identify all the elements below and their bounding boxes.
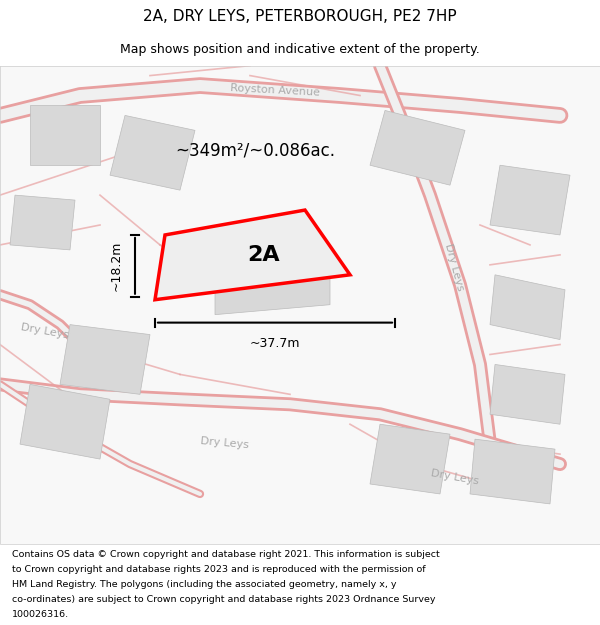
Polygon shape (470, 439, 555, 504)
Text: Dry Leys: Dry Leys (430, 468, 479, 486)
Text: 100026316.: 100026316. (12, 611, 69, 619)
Text: ~37.7m: ~37.7m (250, 336, 300, 349)
Polygon shape (10, 195, 75, 250)
Polygon shape (215, 250, 330, 314)
Text: Dry Leys: Dry Leys (200, 436, 249, 451)
Text: Map shows position and indicative extent of the property.: Map shows position and indicative extent… (120, 42, 480, 56)
Polygon shape (490, 165, 570, 235)
Text: to Crown copyright and database rights 2023 and is reproduced with the permissio: to Crown copyright and database rights 2… (12, 565, 425, 574)
Polygon shape (370, 424, 450, 494)
Text: Royston Avenue: Royston Avenue (230, 82, 320, 98)
Polygon shape (60, 324, 150, 394)
Text: Dry Leys: Dry Leys (20, 322, 69, 340)
Text: Dry Leys: Dry Leys (443, 243, 465, 292)
Polygon shape (490, 364, 565, 424)
Text: HM Land Registry. The polygons (including the associated geometry, namely x, y: HM Land Registry. The polygons (includin… (12, 580, 397, 589)
Polygon shape (110, 116, 195, 190)
Text: Contains OS data © Crown copyright and database right 2021. This information is : Contains OS data © Crown copyright and d… (12, 550, 440, 559)
Text: ~18.2m: ~18.2m (110, 241, 123, 291)
Text: 2A: 2A (247, 245, 280, 265)
Text: co-ordinates) are subject to Crown copyright and database rights 2023 Ordnance S: co-ordinates) are subject to Crown copyr… (12, 596, 436, 604)
Text: 2A, DRY LEYS, PETERBOROUGH, PE2 7HP: 2A, DRY LEYS, PETERBOROUGH, PE2 7HP (143, 9, 457, 24)
Text: ~349m²/~0.086ac.: ~349m²/~0.086ac. (175, 141, 335, 159)
Polygon shape (490, 275, 565, 339)
Polygon shape (370, 111, 465, 185)
Polygon shape (30, 106, 100, 165)
Polygon shape (20, 384, 110, 459)
Polygon shape (155, 210, 350, 300)
